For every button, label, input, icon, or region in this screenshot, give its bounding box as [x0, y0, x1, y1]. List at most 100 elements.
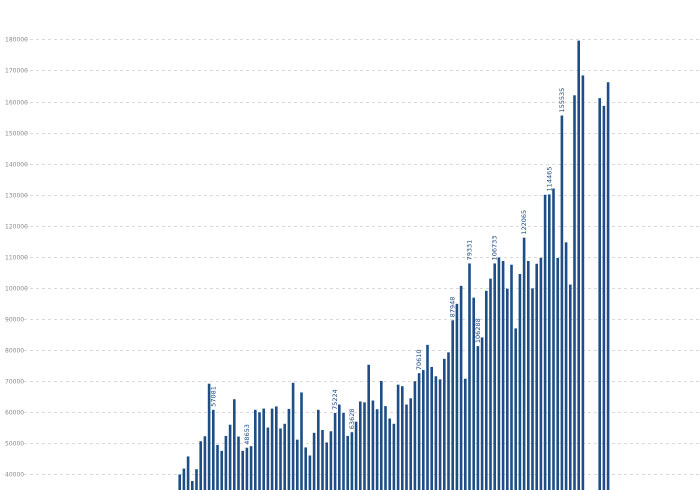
- y-tick-label: 60000: [5, 410, 24, 417]
- bar: [447, 352, 450, 490]
- bar: [342, 412, 345, 490]
- bar: [346, 435, 349, 490]
- y-tick-label: 80000: [5, 348, 24, 355]
- bar: [300, 392, 303, 490]
- bar: [527, 260, 530, 490]
- bar: [262, 408, 265, 490]
- bar: [191, 480, 194, 490]
- bar: [258, 412, 261, 490]
- y-tick-label: 110000: [5, 255, 28, 262]
- bar: [417, 373, 421, 490]
- bar: [182, 468, 186, 490]
- bar: [489, 278, 492, 490]
- bar: [241, 450, 244, 490]
- bar: [228, 424, 232, 490]
- bar: [321, 430, 324, 490]
- bar: [291, 382, 295, 490]
- bar: [401, 386, 404, 490]
- y-tick-label: 120000: [5, 224, 28, 231]
- bar: [296, 439, 299, 490]
- bar: [522, 237, 526, 490]
- y-tick-label: 100000: [5, 286, 28, 293]
- bar: [186, 456, 190, 490]
- bar: [224, 435, 228, 490]
- bar: [354, 421, 358, 490]
- bar: [329, 431, 333, 490]
- bar: [422, 370, 425, 490]
- y-axis-ticks-layer: 40000 50000 60000 70000 80000 90000 100000 1100…: [5, 37, 28, 479]
- bar: [317, 409, 320, 490]
- y-tick-label: 130000: [5, 193, 28, 200]
- y-tick-label: 150000: [5, 131, 28, 138]
- bar: [396, 384, 400, 490]
- bar: [371, 400, 375, 490]
- bar: [178, 474, 181, 490]
- bar: [476, 346, 480, 490]
- data-label: 106733: [491, 236, 499, 261]
- data-label: 57081: [209, 386, 217, 407]
- bar: [287, 408, 291, 490]
- bar: [438, 379, 442, 490]
- data-label: 155535: [558, 88, 566, 113]
- bar: [539, 257, 543, 490]
- bar: [207, 383, 211, 490]
- grid-layer: [24, 39, 700, 475]
- y-tick-label: 50000: [5, 441, 24, 448]
- bar: [375, 409, 379, 490]
- bar: [602, 105, 606, 490]
- bars-layer: [178, 40, 610, 490]
- data-label: 122065: [520, 210, 528, 235]
- bar: [254, 409, 257, 490]
- bar: [581, 75, 585, 490]
- bar: [485, 290, 488, 490]
- data-labels-layer: 57081 48653 75224 63628 70610 87948 79331 10628…: [209, 88, 566, 445]
- bar: [548, 194, 551, 490]
- y-tick-label: 40000: [5, 472, 24, 479]
- data-label: 48653: [243, 424, 251, 445]
- bar: [564, 242, 568, 490]
- bar: [434, 376, 438, 490]
- bar: [199, 441, 202, 490]
- bar: [237, 436, 240, 490]
- bar: [380, 380, 383, 490]
- bar: [245, 447, 249, 490]
- y-tick-label: 140000: [5, 162, 28, 169]
- bar: [430, 366, 433, 490]
- bar: [577, 40, 580, 490]
- bar: [409, 398, 412, 490]
- bar: [249, 446, 253, 490]
- data-label: 114465: [545, 167, 553, 192]
- data-label: 63628: [348, 409, 356, 430]
- bar: [497, 257, 501, 490]
- bar: [472, 297, 475, 490]
- bar: [266, 427, 270, 490]
- y-tick-label: 70000: [5, 379, 24, 386]
- bar: [195, 469, 198, 490]
- bar: [203, 436, 207, 490]
- bar: [535, 263, 538, 490]
- bar: [552, 188, 555, 490]
- bar: [501, 260, 505, 490]
- bar: [388, 418, 391, 490]
- y-tick-label: 180000: [5, 37, 28, 44]
- bar: [312, 432, 316, 490]
- bar: [279, 428, 282, 490]
- y-tick-label: 90000: [5, 317, 24, 324]
- bar: [569, 284, 572, 490]
- y-tick-label: 160000: [5, 100, 28, 107]
- bar: [514, 328, 517, 490]
- bar: [405, 404, 408, 490]
- bar: [220, 450, 223, 490]
- bar: [275, 406, 278, 490]
- bar: [506, 288, 509, 490]
- data-label: 106288: [474, 318, 482, 343]
- bar: [350, 432, 354, 490]
- bar: [451, 320, 454, 490]
- bar: [480, 337, 484, 490]
- bar: [556, 257, 559, 490]
- bar: [212, 409, 215, 490]
- bar: [459, 285, 463, 490]
- bar: [455, 303, 459, 490]
